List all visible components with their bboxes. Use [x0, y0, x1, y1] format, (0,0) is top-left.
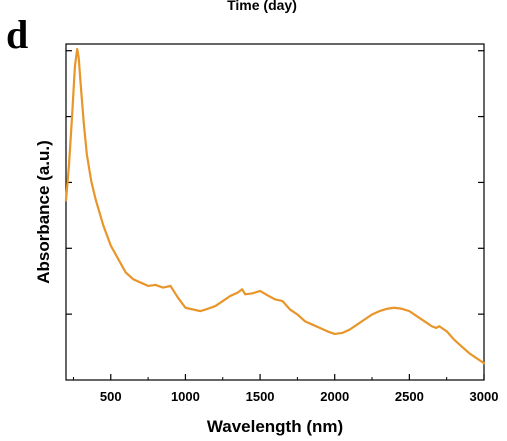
- x-axis-title: Wavelength (nm): [207, 417, 343, 436]
- x-tick-label-1000: 1000: [171, 389, 200, 404]
- series-layer: [64, 47, 486, 365]
- plot-frame: [65, 43, 485, 381]
- absorbance-series-line: [64, 47, 486, 365]
- x-tick-label-500: 500: [100, 389, 122, 404]
- x-tick-label-2000: 2000: [320, 389, 349, 404]
- x-tick-label-1500: 1500: [246, 389, 275, 404]
- axis-ticks: [66, 50, 485, 380]
- x-tick-label-3000: 3000: [470, 389, 499, 404]
- cut-axis-label: Time (day): [227, 0, 297, 13]
- x-tick-label-2500: 2500: [395, 389, 424, 404]
- panel-letter: d: [6, 12, 28, 57]
- y-axis-title: Absorbance (a.u.): [34, 140, 53, 284]
- x-tick-labels: 500 1000 1500 2000 2500 3000: [100, 389, 499, 404]
